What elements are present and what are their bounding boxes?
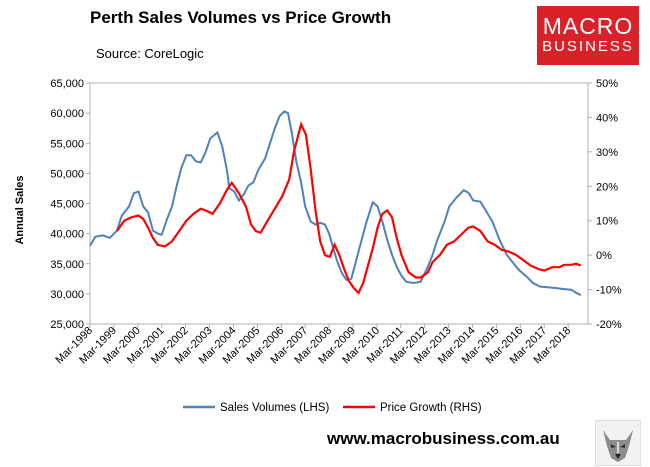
right-tick-label: -10% (596, 285, 622, 297)
logo-line-2: BUSINESS (542, 38, 634, 55)
plot-area-frame (89, 82, 589, 325)
left-tick-label: 40,000 (50, 229, 84, 241)
right-tick-label: 20% (596, 181, 618, 193)
right-tick-label: 0% (596, 250, 612, 262)
left-axis-ticks: 25,000 30,000 35,000 40,000 45,000 50,000 55,0… (50, 78, 90, 331)
legend: Sales Volumes (LHS) Price Growth (RHS) (183, 402, 482, 414)
left-tick-label: 65,000 (50, 78, 84, 90)
right-tick-label: 10% (596, 216, 618, 228)
wolf-logo-icon (595, 420, 641, 466)
chart-source: Source: CoreLogic (96, 46, 204, 61)
left-tick-label: 30,000 (50, 289, 84, 301)
right-tick-label: -20% (596, 319, 622, 331)
series-line-price-growth (116, 121, 582, 295)
x-axis-ticks: Mar-1998Mar-1999Mar-2000Mar-2001Mar-2002… (53, 324, 573, 366)
left-tick-label: 25,000 (50, 319, 84, 331)
left-tick-label: 45,000 (50, 199, 84, 211)
left-tick-label: 50,000 (50, 168, 84, 180)
chart-title: Perth Sales Volumes vs Price Growth (90, 8, 392, 27)
series-line-sales-volumes (89, 110, 582, 296)
chart: 25,000 30,000 35,000 40,000 45,000 50,000 55,0… (14, 78, 622, 414)
legend-label-price: Price Growth (RHS) (380, 402, 482, 414)
brand-logo[interactable]: MACRO BUSINESS (537, 6, 639, 65)
left-tick-label: 55,000 (50, 138, 84, 150)
legend-label-sales: Sales Volumes (LHS) (220, 402, 329, 414)
footer-url[interactable]: www.macrobusiness.com.au (327, 429, 560, 448)
right-axis-ticks: -20% -10% 0% 10% 20% 30% 40% 50% (588, 78, 622, 331)
y-axis-label: Annual Sales (14, 175, 26, 244)
right-tick-label: 40% (596, 112, 618, 124)
left-tick-label: 35,000 (50, 259, 84, 271)
right-tick-label: 50% (596, 78, 618, 90)
right-tick-label: 30% (596, 147, 618, 159)
logo-line-1: MACRO (542, 13, 634, 39)
left-tick-label: 60,000 (50, 108, 84, 120)
